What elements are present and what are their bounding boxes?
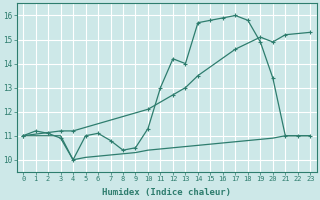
X-axis label: Humidex (Indice chaleur): Humidex (Indice chaleur) bbox=[102, 188, 231, 197]
